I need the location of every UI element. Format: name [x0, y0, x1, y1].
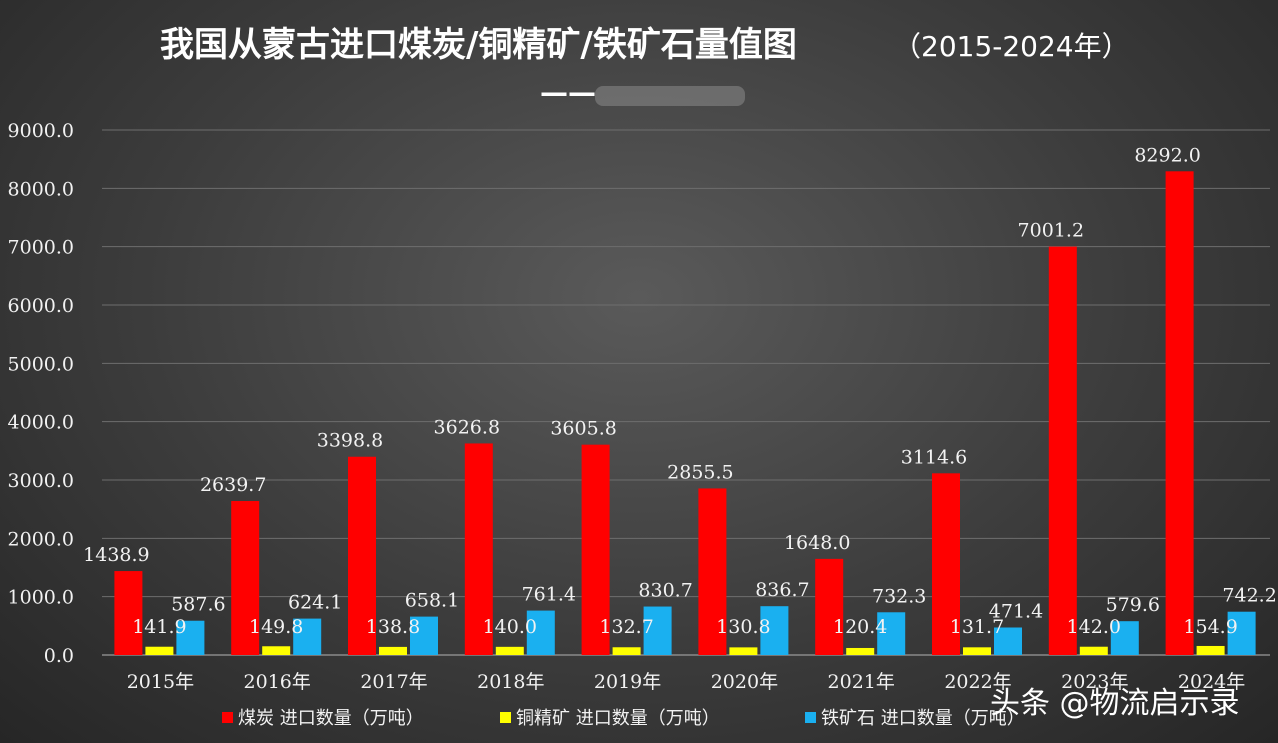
bar	[994, 627, 1022, 655]
data-label: 132.7	[599, 616, 653, 638]
data-label: 830.7	[638, 580, 692, 602]
bar	[176, 620, 205, 655]
legend-label: 铁矿石 进口数量（万吨）	[821, 708, 1025, 729]
x-tick-label: 2023年	[1061, 671, 1128, 693]
x-axis: 2015年 2016年 2017年 2018年 2019年 2020年 2021年 2022年…	[127, 671, 1246, 693]
bar	[348, 456, 376, 655]
bar	[410, 616, 438, 655]
data-label: 3605.8	[550, 418, 616, 440]
chart-title: 我国从蒙古进口煤炭/铜精矿/铁矿石量值图	[160, 25, 797, 65]
data-label: 130.8	[716, 616, 770, 638]
y-tick-label: 3000.0	[8, 470, 74, 492]
bar	[262, 646, 291, 655]
y-tick-label: 0.0	[44, 645, 74, 667]
y-axis: 0.0 1000.0 2000.0 3000.0 4000.0 5000.0 6000.0 7…	[8, 120, 74, 667]
data-label: 742.2	[1222, 585, 1276, 607]
x-tick-label: 2020年	[711, 671, 778, 693]
data-label: 624.1	[288, 592, 342, 614]
x-tick-label: 2024年	[1178, 671, 1245, 693]
bar	[526, 610, 555, 655]
legend-swatch	[500, 712, 511, 723]
data-label: 761.4	[522, 584, 576, 606]
data-label: 1648.0	[784, 532, 850, 554]
x-tick-label: 2018年	[477, 671, 544, 693]
y-tick-label: 5000.0	[8, 353, 74, 375]
data-label: 149.8	[249, 616, 303, 638]
x-tick-label: 2016年	[244, 671, 311, 693]
data-label: 1438.9	[83, 544, 149, 566]
data-label: 131.7	[950, 616, 1004, 638]
x-tick-label: 2022年	[944, 671, 1011, 693]
legend-swatch	[805, 712, 816, 723]
data-label: 2639.7	[200, 474, 266, 496]
legend-swatch	[222, 712, 233, 723]
y-tick-label: 6000.0	[8, 295, 74, 317]
data-label: 120.4	[833, 616, 887, 638]
bars	[114, 171, 1256, 656]
bar	[1196, 645, 1225, 655]
x-tick-label: 2015年	[127, 671, 194, 693]
bar	[729, 647, 758, 655]
bar	[932, 473, 960, 655]
bar	[846, 647, 875, 655]
chart-title-years: （2015-2024年）	[893, 30, 1130, 63]
bar	[643, 606, 672, 655]
data-label: 8292.0	[1134, 144, 1200, 166]
y-tick-label: 7000.0	[8, 237, 74, 259]
bar	[877, 612, 906, 655]
data-label: 154.9	[1183, 616, 1237, 638]
chart-subtitle-dash: ——	[540, 76, 596, 109]
bar	[231, 501, 260, 655]
bar	[963, 647, 991, 655]
bar	[379, 646, 407, 655]
x-tick-label: 2019年	[594, 671, 661, 693]
data-label: 3626.8	[434, 416, 500, 438]
data-label: 3398.8	[317, 430, 383, 452]
data-label: 7001.2	[1018, 220, 1084, 242]
grid-lines	[102, 129, 1270, 656]
data-label: 138.8	[366, 616, 420, 638]
data-label: 471.4	[989, 601, 1043, 623]
bar	[495, 646, 524, 655]
bar	[612, 647, 641, 655]
bar	[581, 444, 610, 655]
subtitle-blurred-area	[595, 86, 745, 106]
y-tick-label: 1000.0	[8, 587, 74, 609]
bar	[1079, 646, 1108, 655]
bar	[464, 443, 493, 655]
data-label: 142.0	[1067, 616, 1121, 638]
legend-label: 煤炭 进口数量（万吨）	[238, 708, 424, 729]
bar	[698, 488, 727, 655]
bar	[114, 571, 143, 655]
data-label: 658.1	[405, 590, 459, 612]
y-tick-label: 9000.0	[8, 120, 74, 142]
data-label: 732.3	[872, 585, 926, 607]
x-tick-label: 2017年	[360, 671, 427, 693]
y-tick-label: 4000.0	[8, 412, 74, 434]
data-label: 836.7	[755, 579, 809, 601]
bar	[1165, 171, 1194, 656]
bar	[1048, 246, 1077, 655]
bar	[760, 606, 789, 655]
bar	[815, 558, 844, 655]
data-label: 140.0	[483, 616, 537, 638]
bar	[1110, 621, 1139, 655]
data-label: 141.9	[132, 616, 186, 638]
data-label: 587.6	[171, 594, 225, 616]
legend: 煤炭 进口数量（万吨） 铜精矿 进口数量（万吨） 铁矿石 进口数量（万吨）	[222, 708, 1025, 729]
data-label: 3114.6	[901, 446, 967, 468]
watermark: 头条 @物流启示录	[990, 686, 1240, 721]
bar	[145, 646, 174, 655]
bar	[293, 618, 322, 655]
bar	[1227, 611, 1256, 655]
data-label: 579.6	[1106, 594, 1160, 616]
x-tick-label: 2021年	[828, 671, 895, 693]
legend-label: 铜精矿 进口数量（万吨）	[516, 708, 720, 729]
data-label: 2855.5	[667, 461, 733, 483]
y-tick-label: 8000.0	[8, 178, 74, 200]
y-tick-label: 2000.0	[8, 528, 74, 550]
